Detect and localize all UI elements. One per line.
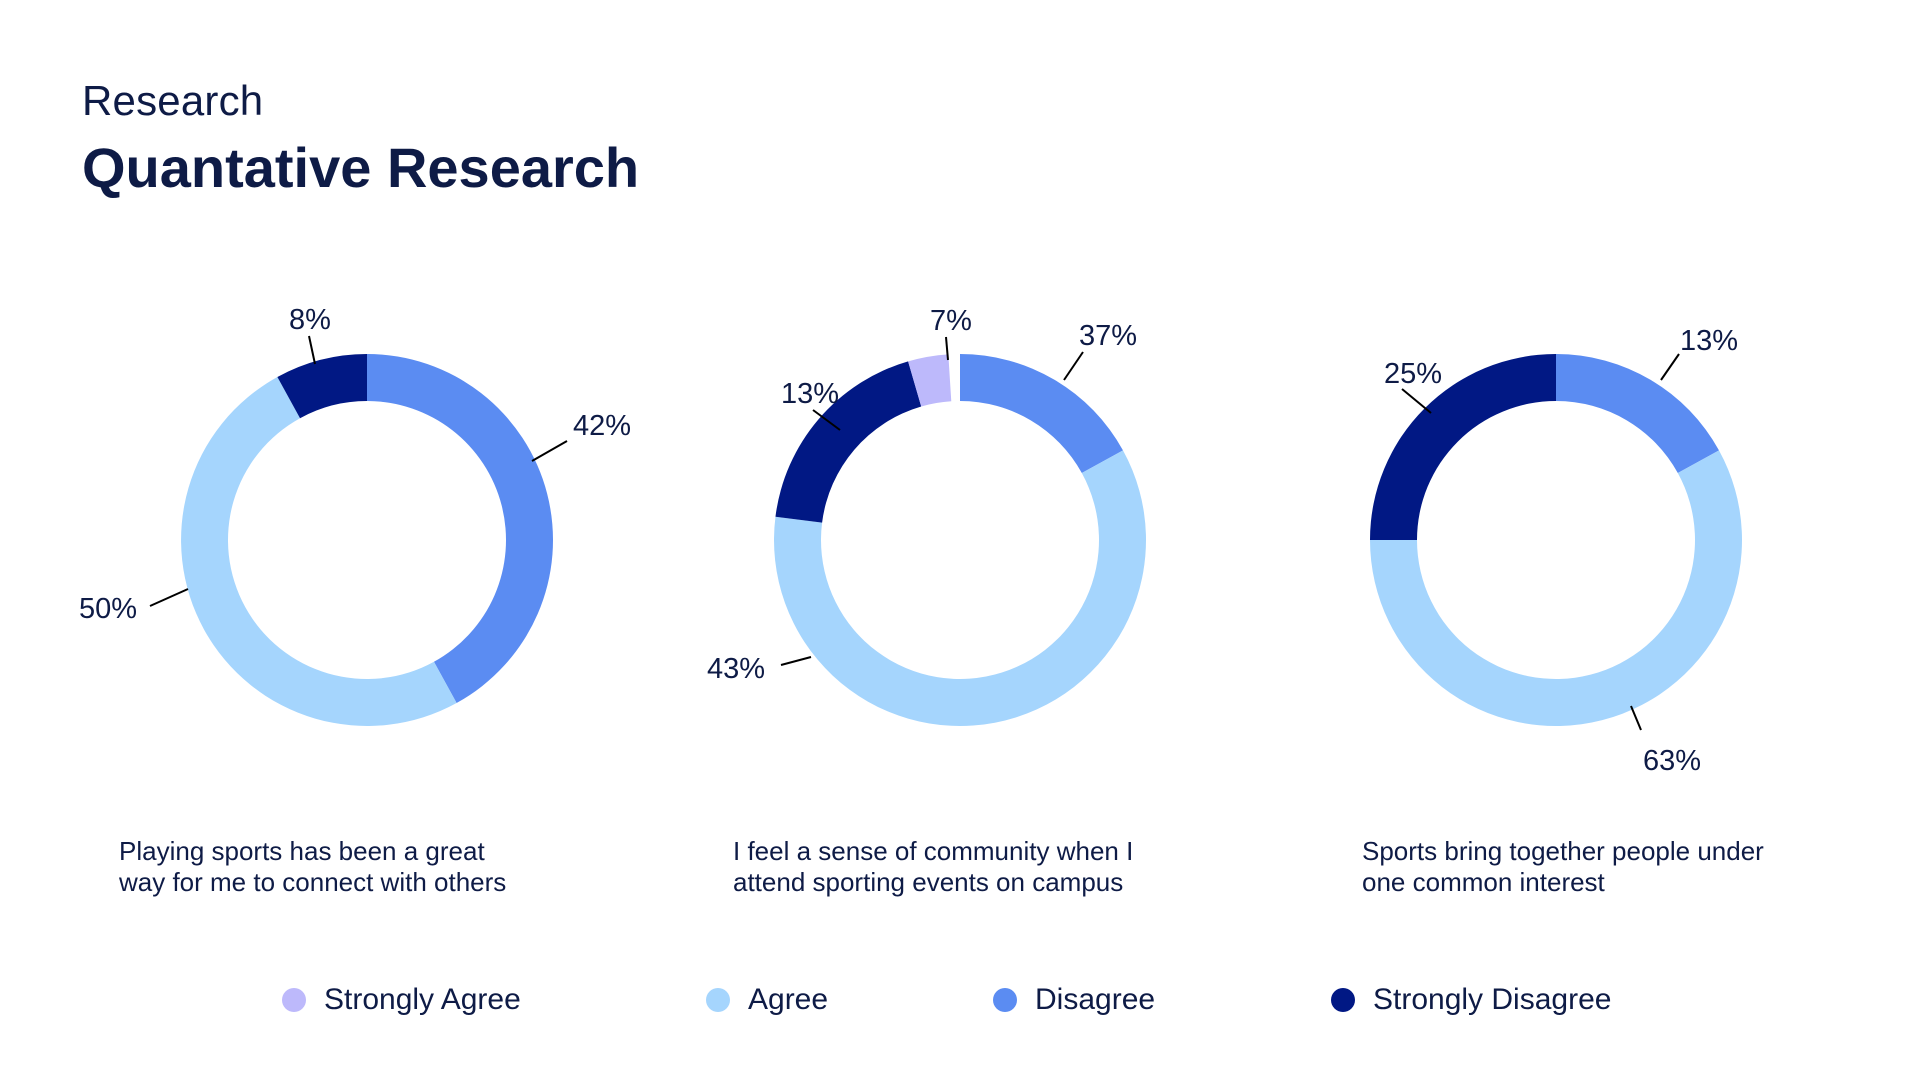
caption-line: I feel a sense of community when I xyxy=(733,836,1134,866)
data-label: 7% xyxy=(930,305,972,337)
legend-label: Disagree xyxy=(1035,983,1156,1016)
chart-caption-3: Sports bring together people under one c… xyxy=(1362,836,1882,898)
leader-line xyxy=(1401,388,1432,414)
leader-line xyxy=(1630,705,1642,731)
legend: Strongly Agree Agree Disagree Strongly D… xyxy=(0,983,1920,1016)
data-label: 37% xyxy=(1079,320,1137,352)
data-label: 13% xyxy=(1680,325,1738,357)
caption-line: Sports bring together people under xyxy=(1362,836,1764,866)
chart-caption-1: Playing sports has been a great way for … xyxy=(119,836,639,898)
donut-segment-agree xyxy=(774,450,1146,726)
donut-chart-3: 13% 63% 25% xyxy=(1370,325,1742,777)
caption-line: attend sporting events on campus xyxy=(733,867,1124,897)
leader-line xyxy=(149,588,189,607)
donut-segment-agree xyxy=(181,377,457,726)
legend-dot-icon xyxy=(993,988,1017,1012)
data-label: 25% xyxy=(1384,358,1442,390)
donut-segment-strongly-disagree xyxy=(277,354,367,419)
legend-dot-icon xyxy=(1331,988,1355,1012)
donut-segment-agree xyxy=(1370,450,1742,726)
legend-item-strongly-agree: Strongly Agree xyxy=(282,983,521,1016)
leader-line xyxy=(308,335,316,365)
donut-segment-strongly-disagree xyxy=(1370,354,1556,540)
leader-line xyxy=(1063,351,1084,381)
legend-dot-icon xyxy=(282,988,306,1012)
leader-line xyxy=(780,656,812,666)
section-kicker: Research xyxy=(82,77,264,124)
donut-segment-disagree xyxy=(960,354,1123,474)
page-title: Quantative Research xyxy=(82,136,640,199)
caption-line: one common interest xyxy=(1362,867,1605,897)
data-label: 8% xyxy=(289,304,331,336)
legend-label: Agree xyxy=(748,983,829,1016)
caption-line: way for me to connect with others xyxy=(119,867,507,897)
donut-segment-strongly-disagree xyxy=(775,361,922,523)
legend-label: Strongly Disagree xyxy=(1373,983,1612,1016)
legend-item-strongly-disagree: Strongly Disagree xyxy=(1331,983,1612,1016)
data-label: 50% xyxy=(79,593,137,625)
donut-segment-strongly-agree xyxy=(908,354,952,407)
legend-item-disagree: Disagree xyxy=(993,983,1156,1016)
legend-item-agree: Agree xyxy=(706,983,829,1016)
donut-chart-2: 37% 43% 13% 7% xyxy=(707,305,1146,726)
data-label: 43% xyxy=(707,653,765,685)
legend-label: Strongly Agree xyxy=(324,983,521,1016)
caption-line: Playing sports has been a great xyxy=(119,836,485,866)
leader-line xyxy=(812,409,841,431)
donut-segment-disagree xyxy=(367,354,553,703)
leader-line xyxy=(531,440,568,462)
leader-line xyxy=(1660,353,1680,381)
data-label: 13% xyxy=(781,378,839,410)
data-label: 63% xyxy=(1643,745,1701,777)
data-label: 42% xyxy=(573,410,631,442)
donut-chart-1: 42% 50% 8% xyxy=(79,304,631,726)
donut-segment-disagree xyxy=(1556,353,1719,474)
leader-line xyxy=(945,336,949,361)
legend-dot-icon xyxy=(706,988,730,1012)
chart-caption-2: I feel a sense of community when I atten… xyxy=(733,836,1253,898)
